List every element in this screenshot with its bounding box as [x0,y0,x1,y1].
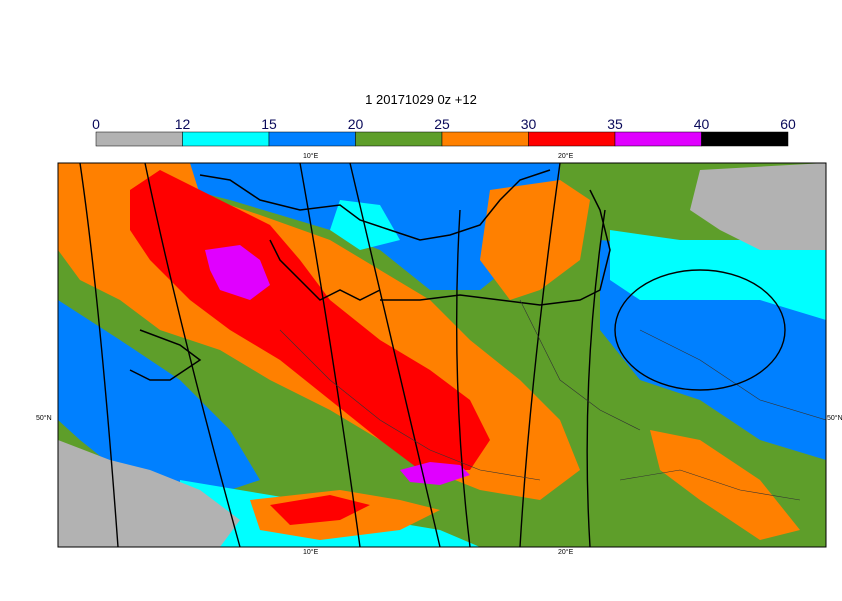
border-line-3 [639,329,826,421]
meridian-a [79,163,119,547]
coastline-baltic [380,189,611,306]
lon-label-top-10e: 10°E [303,153,319,160]
border-line-1 [279,329,541,481]
legend-tick-label: 40 [693,116,710,132]
field-orange-north [480,180,590,300]
meridian-d [349,163,441,547]
map-frame [57,162,827,548]
legend-tick-label: 30 [520,116,537,132]
field-magenta-north [205,245,270,300]
meridian-f [519,163,561,547]
meridian-e [455,209,471,547]
field-magenta-south [400,462,470,485]
legend-swatch [701,131,789,147]
field-red-band [130,170,490,470]
isobar-low [614,269,786,391]
coastline-scandinavia [199,169,551,241]
field-blue-west [58,300,260,500]
lat-label-left: 50°N [36,415,52,422]
legend-tick-label: 15 [261,116,277,132]
meridian-g [586,209,606,547]
lon-label-bottom-20e: 20°E [558,549,574,556]
meridian-c [299,163,361,547]
coastline-west [129,329,202,381]
lon-label-bottom-10e: 10°E [303,549,319,556]
lon-label-top-20e: 20°E [558,153,574,160]
map-title: 1 20171029 0z +12 [365,92,477,107]
border-line-4 [619,469,801,501]
legend-tick-label: 25 [434,116,450,132]
legend-tick-label: 35 [607,116,623,132]
legend-tick-label: 12 [174,116,191,132]
field-red-alps [270,495,370,525]
legend-tick-label: 20 [347,116,364,132]
legend-tick-label: 60 [780,116,796,132]
field-grey-ne [690,163,826,250]
coastline-denmark [269,239,381,301]
legend-bar [95,131,789,147]
meridian-b [144,163,241,547]
legend-tick-label: 0 [92,116,100,132]
border-line-2 [519,299,641,431]
lat-label-right: 50°N [827,415,842,422]
field-grey-sw [58,440,240,547]
color-legend: 0 12 15 20 25 30 35 40 60 [0,0,842,160]
